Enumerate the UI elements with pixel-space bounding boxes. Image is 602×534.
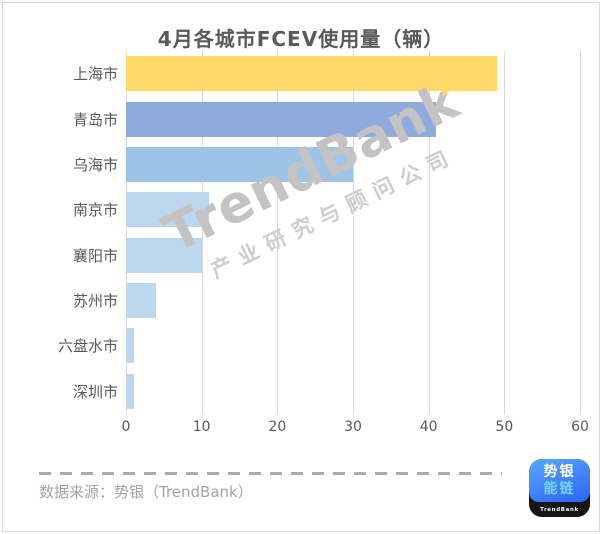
bar-row: 六盘水市 (8, 323, 580, 368)
bar-track (126, 237, 580, 273)
category-label: 青岛市 (72, 110, 118, 129)
gridlines (126, 51, 581, 414)
vertical-gridline (428, 51, 430, 414)
vertical-gridline (504, 51, 506, 414)
bar-上海市 (126, 56, 497, 92)
bar-track (126, 283, 580, 319)
category-label: 襄阳市 (72, 246, 118, 265)
x-tick-label: 10 (192, 419, 211, 435)
bar-track (126, 146, 580, 182)
x-tick-label: 20 (268, 419, 287, 435)
bar-乌海市 (126, 146, 353, 182)
data-source-text: 数据来源：势银（TrendBank） (39, 483, 253, 501)
bar-苏州市 (126, 283, 157, 319)
bar-row: 襄阳市 (8, 233, 580, 278)
x-tick-label: 60 (571, 419, 589, 435)
bar-深圳市 (126, 373, 134, 409)
category-label: 南京市 (72, 201, 118, 220)
bar-row: 南京市 (8, 187, 580, 232)
bar-track (126, 328, 580, 364)
bar-rows: 上海市青岛市乌海市南京市襄阳市苏州市六盘水市深圳市 (8, 51, 580, 414)
category-label: 苏州市 (72, 292, 118, 311)
bar-row: 苏州市 (8, 278, 580, 323)
bar-row: 深圳市 (8, 369, 580, 414)
bar-南京市 (126, 192, 210, 228)
bar-track (126, 192, 580, 228)
bar-track (126, 373, 580, 409)
bar-row: 乌海市 (8, 142, 580, 187)
bar-track (126, 56, 580, 92)
bar-青岛市 (126, 101, 437, 137)
logo-caption-text: TrendBank (540, 506, 579, 513)
chart-title: 4月各城市FCEV使用量（辆） (157, 27, 445, 52)
vertical-gridline (201, 51, 203, 414)
bar-chart: 上海市青岛市乌海市南京市襄阳市苏州市六盘水市深圳市 0 10 20 30 40 50 60 (8, 51, 589, 451)
vertical-gridline (580, 51, 581, 414)
x-tick-label: 50 (495, 419, 514, 435)
bar-row: 上海市 (8, 51, 580, 96)
footer-dashed-divider (39, 472, 502, 475)
category-label: 上海市 (72, 65, 118, 84)
vertical-gridline (277, 51, 279, 414)
logo-blue-square: 势银 能链 (529, 459, 590, 502)
category-label: 六盘水市 (57, 337, 118, 356)
bar-襄阳市 (126, 237, 202, 273)
vertical-gridline (126, 51, 127, 414)
bar-track (126, 101, 580, 137)
category-label: 乌海市 (72, 155, 118, 174)
bar-六盘水市 (126, 328, 134, 364)
logo-text-nenglian: 能链 (543, 480, 576, 497)
trendbank-logo-icon: 势银 能链 TrendBank (529, 459, 590, 517)
x-tick-label: 0 (121, 419, 131, 435)
bar-row: 青岛市 (8, 96, 580, 141)
x-tick-label: 30 (344, 419, 362, 435)
x-tick-label: 40 (419, 419, 438, 435)
category-label: 深圳市 (72, 382, 118, 401)
vertical-gridline (353, 51, 354, 414)
logo-text-shiyin: 势银 (543, 464, 576, 481)
